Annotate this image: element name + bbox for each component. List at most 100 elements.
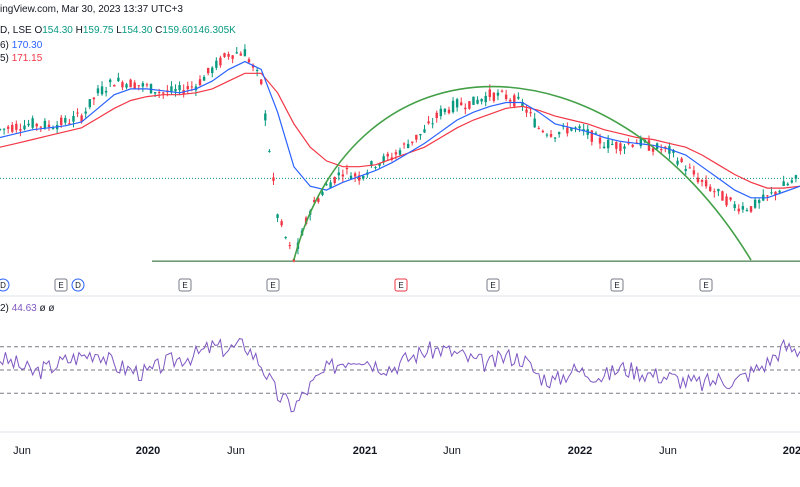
candle xyxy=(537,125,540,130)
event-marker[interactable]: E xyxy=(394,278,408,292)
candle xyxy=(631,144,634,148)
candle xyxy=(268,149,271,153)
candle xyxy=(774,191,777,201)
ma-slow-line[interactable] xyxy=(0,72,800,189)
candle xyxy=(794,174,798,183)
candle xyxy=(619,142,622,155)
candle xyxy=(382,153,385,166)
svg-text:D: D xyxy=(75,281,81,290)
candle xyxy=(753,197,757,209)
open-label: O xyxy=(34,25,43,36)
ma-slow-prefix: 5) xyxy=(0,53,9,64)
candle xyxy=(219,55,222,68)
candle xyxy=(500,89,504,93)
candle xyxy=(733,201,736,211)
candle xyxy=(553,137,557,143)
high-label: H xyxy=(75,25,83,36)
candle xyxy=(745,207,749,212)
ma-fast-legend[interactable]: 6) 170.30 xyxy=(0,40,42,51)
candle xyxy=(582,123,585,136)
candle xyxy=(402,142,406,149)
candle xyxy=(782,175,785,187)
candle xyxy=(762,189,765,202)
candle xyxy=(700,179,704,187)
candle xyxy=(611,139,614,146)
candle xyxy=(415,134,418,143)
event-marker[interactable]: D xyxy=(0,278,10,292)
event-marker[interactable]: E xyxy=(699,278,713,292)
chart-header-line1: ingView.com, Mar 30, 2023 13:37 UTC+3 xyxy=(0,4,183,15)
ma-slow-value: 171.15 xyxy=(11,53,43,64)
candle xyxy=(447,106,451,115)
time-tick-label: Jun xyxy=(659,445,677,457)
candle xyxy=(64,115,67,126)
candle xyxy=(729,196,732,202)
candle xyxy=(117,72,120,82)
oscillator-line[interactable] xyxy=(0,337,800,413)
close-value: 159.60 xyxy=(162,25,193,36)
candle xyxy=(737,204,740,215)
candle xyxy=(549,130,553,138)
candle xyxy=(386,151,389,161)
candle xyxy=(113,84,116,87)
candle xyxy=(741,202,745,213)
oscillator-pane[interactable] xyxy=(0,337,800,413)
candle xyxy=(398,147,402,157)
candle xyxy=(84,107,87,118)
ma-fast-line[interactable] xyxy=(0,60,800,199)
candle xyxy=(602,142,606,149)
candle xyxy=(623,144,626,155)
price-pane[interactable] xyxy=(0,44,800,263)
candle xyxy=(472,96,475,106)
candle xyxy=(162,91,165,99)
candle xyxy=(88,99,91,110)
svg-text:E: E xyxy=(398,281,403,290)
symbol-exchange: D, LSE xyxy=(0,25,32,36)
candle xyxy=(19,123,22,137)
candle xyxy=(627,138,630,146)
candle xyxy=(202,75,206,81)
candle xyxy=(272,172,275,186)
event-marker[interactable]: E xyxy=(178,278,192,292)
event-marker[interactable]: E xyxy=(610,278,624,292)
candle xyxy=(451,97,455,114)
candle xyxy=(615,141,618,154)
candle xyxy=(664,146,667,153)
candle xyxy=(141,81,145,92)
time-axis[interactable]: Jun 2020 Jun 2021 Jun 2022 Jun 2023 xyxy=(13,445,800,457)
ma-fast-prefix: 6) xyxy=(0,40,9,51)
candle xyxy=(100,81,104,96)
candle xyxy=(288,242,291,250)
svg-text:E: E xyxy=(270,281,275,290)
candle xyxy=(11,122,14,134)
candle xyxy=(15,120,18,133)
candle xyxy=(215,57,218,71)
event-marker[interactable]: E xyxy=(486,278,500,292)
ma-slow-legend[interactable]: 5) 171.15 xyxy=(0,53,42,64)
candle xyxy=(170,81,173,95)
candle xyxy=(223,52,226,58)
candle xyxy=(427,115,430,125)
candle xyxy=(0,128,2,132)
candle xyxy=(557,131,561,138)
candle xyxy=(109,78,112,87)
event-marker[interactable]: E xyxy=(54,278,68,292)
oscillator-legend[interactable]: 2) 44.63 ø ø xyxy=(0,303,55,314)
candle xyxy=(496,89,500,101)
candle xyxy=(133,80,136,90)
time-tick-label: 2023 xyxy=(783,445,800,457)
candle xyxy=(68,118,71,125)
candle xyxy=(721,190,724,201)
high-value: 159.75 xyxy=(82,25,114,36)
event-marker[interactable]: D xyxy=(71,278,85,292)
event-marker[interactable]: E xyxy=(266,278,280,292)
candle xyxy=(504,89,508,102)
candle xyxy=(362,175,365,181)
candle xyxy=(104,86,108,97)
candle xyxy=(337,166,340,181)
arc-drawing[interactable] xyxy=(293,85,752,261)
open-value: 154.30 xyxy=(42,25,73,36)
candle xyxy=(680,156,683,163)
svg-text:D: D xyxy=(0,281,6,290)
